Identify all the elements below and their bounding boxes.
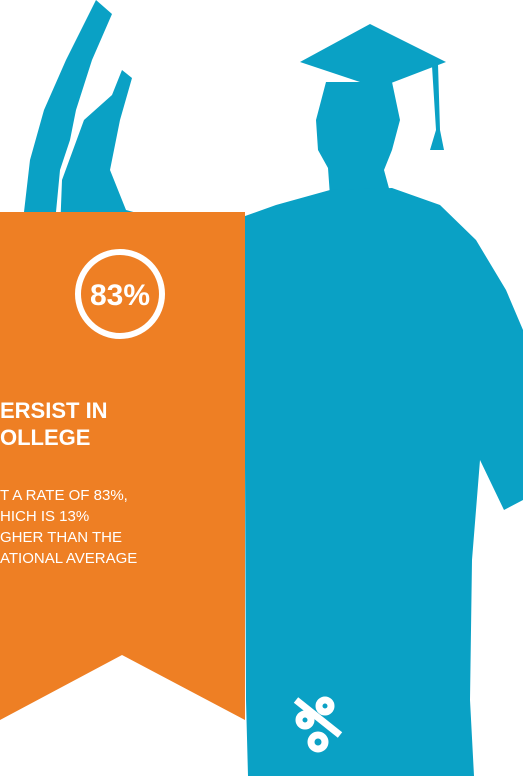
- heading-line: ERSIST IN: [0, 398, 108, 423]
- gown: [200, 188, 523, 776]
- head: [316, 82, 400, 196]
- diploma: [24, 0, 112, 212]
- body-line: HICH IS 13%: [0, 508, 89, 525]
- body-line: T A RATE OF 83%,: [0, 487, 128, 504]
- banner: [0, 212, 245, 720]
- graduate-silhouette: [24, 0, 523, 776]
- badge-value: 83%: [90, 279, 150, 312]
- badge-ring: [75, 249, 165, 339]
- arm: [60, 70, 200, 232]
- heading-line: OLLEGE: [0, 425, 90, 450]
- body-line: ATIONAL AVERAGE: [0, 550, 137, 567]
- logo: [293, 696, 343, 753]
- tassel: [430, 64, 444, 150]
- body-line: GHER THAN THE: [0, 529, 122, 546]
- cap-board: [300, 24, 446, 88]
